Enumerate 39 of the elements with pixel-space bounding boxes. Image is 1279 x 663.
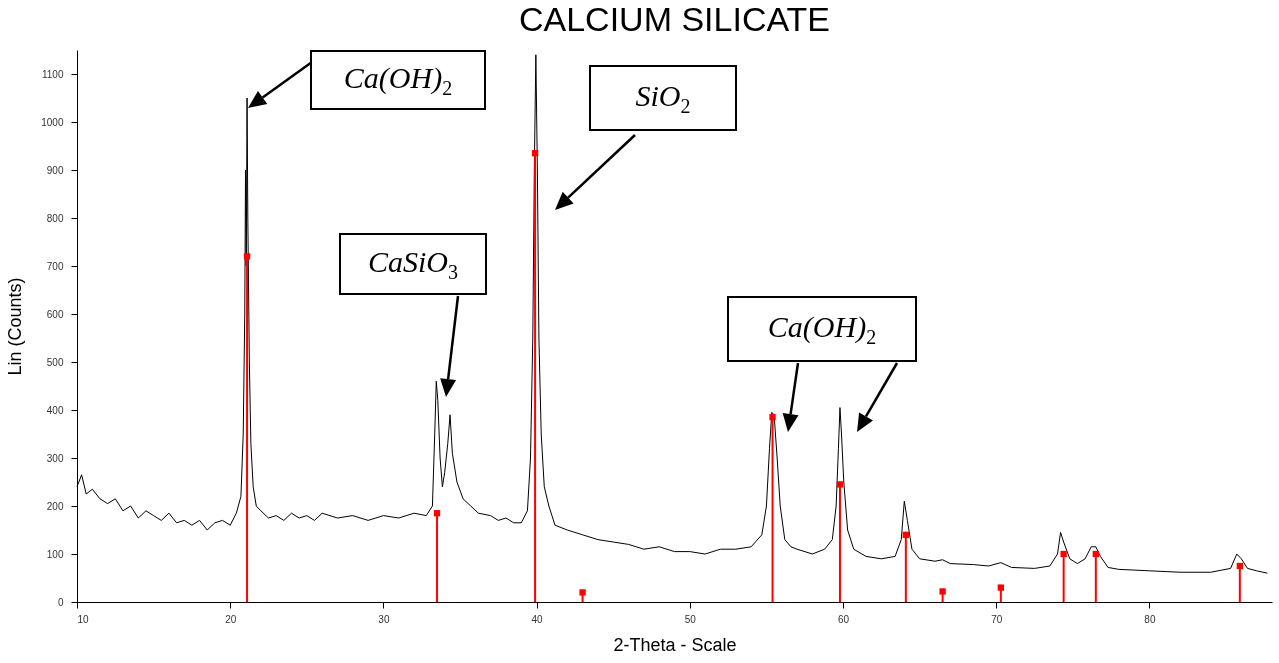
y-tick-label: 600 — [46, 308, 64, 320]
y-tick-label: 400 — [46, 404, 64, 416]
x-axis-title: 2-Theta - Scale — [613, 634, 737, 655]
annotation: Ca(OH)$_{2}$ — [343, 60, 453, 100]
x-tick-label: 50 — [684, 613, 697, 625]
point — [939, 588, 946, 595]
x-tick-label: 60 — [837, 613, 850, 625]
y-tick-label: 1000 — [41, 116, 64, 128]
y-tick-label: 800 — [46, 212, 64, 224]
annotation: CaSiO$_{3}$ — [367, 244, 458, 284]
chart-title: CALCIUM SILICATE — [518, 0, 831, 38]
x-tick-label: 40 — [531, 613, 544, 625]
point — [433, 510, 441, 517]
point — [769, 414, 776, 421]
point — [579, 589, 586, 596]
x-tick-label: 10 — [77, 613, 90, 625]
point — [1236, 562, 1243, 570]
point — [836, 481, 844, 488]
x-tick-label: 20 — [225, 613, 237, 625]
y-tick-label: 300 — [46, 452, 64, 464]
point — [243, 253, 251, 260]
x-tick-label: 30 — [378, 613, 390, 625]
y-tick-label: 900 — [46, 164, 64, 176]
point — [902, 531, 909, 538]
y-tick-label: 700 — [46, 260, 64, 272]
point — [1060, 550, 1067, 558]
y-tick-label: 100 — [46, 548, 64, 560]
y-tick-label: 0 — [57, 596, 64, 608]
annotation: SiO$_{2}$ — [635, 78, 691, 118]
y-tick-label: 1100 — [41, 68, 64, 80]
point — [1092, 550, 1099, 558]
x-tick-label: 70 — [991, 613, 1003, 625]
point — [997, 584, 1004, 591]
y-tick-label: 500 — [46, 356, 64, 368]
point — [531, 150, 539, 157]
x-tick-label: 80 — [1144, 613, 1156, 625]
y-axis-title: Lin (Counts) — [5, 277, 26, 376]
annotation: Ca(OH)$_{2}$ — [767, 309, 877, 349]
y-tick-label: 200 — [46, 500, 64, 512]
